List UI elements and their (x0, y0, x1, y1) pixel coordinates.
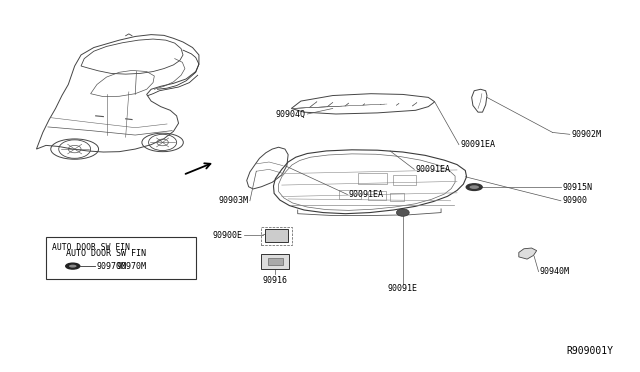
Circle shape (396, 209, 409, 216)
Text: 90970M: 90970M (97, 262, 127, 270)
Text: 90091EA: 90091EA (349, 190, 383, 199)
Bar (368, 191, 386, 200)
Bar (394, 175, 415, 185)
Text: AUTO DOOR SW FIN: AUTO DOOR SW FIN (67, 249, 147, 258)
Bar (339, 190, 362, 199)
Text: 90902M: 90902M (572, 130, 602, 139)
Ellipse shape (469, 185, 479, 189)
Ellipse shape (467, 184, 482, 190)
Text: 90900E: 90900E (212, 231, 243, 240)
Ellipse shape (69, 264, 77, 267)
Text: 90091EA: 90091EA (460, 140, 495, 149)
Text: 90900: 90900 (562, 196, 587, 205)
Ellipse shape (66, 263, 80, 269)
Bar (265, 229, 288, 243)
Text: 90915N: 90915N (562, 183, 592, 192)
Bar (358, 173, 387, 184)
Bar (390, 193, 404, 201)
Text: R909001Y: R909001Y (566, 346, 613, 356)
Polygon shape (519, 248, 537, 259)
Text: 90940M: 90940M (540, 267, 570, 276)
Text: 90970M: 90970M (116, 262, 146, 270)
Text: 90091EA: 90091EA (415, 165, 451, 174)
Bar (46, 237, 196, 279)
Bar (261, 227, 292, 245)
Bar (268, 258, 283, 265)
Bar (261, 254, 289, 269)
Text: 90916: 90916 (263, 276, 288, 285)
Text: 90091E: 90091E (388, 284, 418, 293)
Text: 90904Q: 90904Q (276, 109, 306, 119)
Text: 90903M: 90903M (219, 196, 248, 205)
Text: AUTO DOOR SW FIN: AUTO DOOR SW FIN (52, 243, 131, 252)
